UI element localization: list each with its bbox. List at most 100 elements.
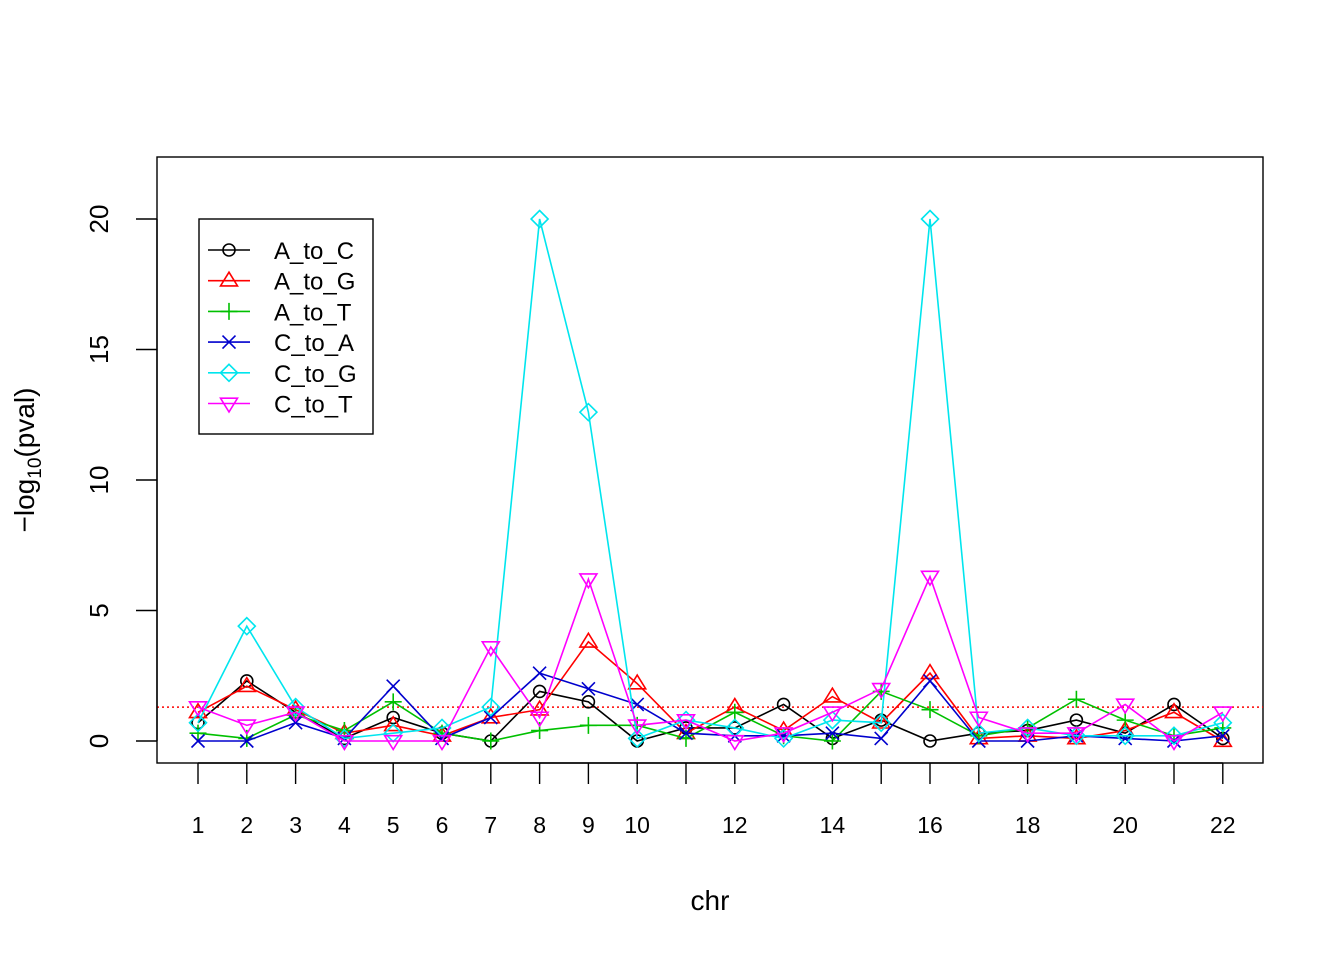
point-C_to_T <box>773 727 794 744</box>
x-tick-label: 8 <box>533 812 546 838</box>
legend-marker <box>219 397 239 414</box>
point-C_to_T <box>822 706 843 723</box>
point-C_to_A <box>288 715 303 730</box>
point-C_to_T <box>236 719 257 736</box>
point-C_to_A <box>874 731 889 746</box>
point-A_to_T <box>579 716 597 734</box>
point-C_to_G <box>1164 726 1184 746</box>
point-C_to_A <box>483 710 498 725</box>
point-C_to_T <box>432 734 452 752</box>
point-C_to_A <box>1118 731 1133 746</box>
x-tick-label: 3 <box>289 812 302 838</box>
point-C_to_G <box>529 209 550 229</box>
point-C_to_T <box>724 734 745 752</box>
legend-marker <box>220 302 238 320</box>
point-C_to_T <box>920 570 940 587</box>
legend-label: A_to_G <box>274 269 355 296</box>
point-A_to_C <box>1167 697 1181 712</box>
y-axis-label-sub: 10 <box>25 458 46 479</box>
series-layer <box>188 209 1233 752</box>
point-C_to_A <box>386 679 401 694</box>
series-line-C_to_G <box>197 218 1224 740</box>
y-tick-label: 10 <box>84 466 114 495</box>
series-C_to_T <box>188 570 1233 752</box>
legend-label: C_to_T <box>274 392 353 419</box>
x-tick-label: 7 <box>484 812 497 838</box>
point-A_to_T <box>384 693 402 711</box>
point-A_to_T <box>921 701 939 719</box>
point-C_to_G <box>237 616 257 636</box>
legend-item-A_to_G: A_to_G <box>208 269 355 296</box>
x-tick-label: 12 <box>722 812 748 838</box>
point-C_to_A <box>190 733 206 749</box>
point-A_to_G <box>529 699 550 716</box>
point-A_to_G <box>822 686 843 703</box>
x-tick-label: 9 <box>582 812 595 838</box>
point-C_to_G <box>578 402 599 422</box>
point-C_to_G <box>627 728 647 749</box>
x-tick-label: 20 <box>1112 812 1138 838</box>
series-line-C_to_A <box>198 672 1223 742</box>
x-tick-label: 4 <box>338 812 351 838</box>
point-A_to_G <box>627 673 648 690</box>
point-C_to_T <box>1115 698 1136 715</box>
point-A_to_G <box>920 663 940 680</box>
point-C_to_T <box>1212 706 1233 723</box>
legend-marker <box>219 270 239 287</box>
y-tick-label: 15 <box>84 335 114 364</box>
legend-marker <box>221 335 237 350</box>
point-C_to_G <box>188 713 208 733</box>
point-C_to_T <box>1066 727 1087 744</box>
point-A_to_C <box>532 684 547 699</box>
series-line-A_to_G <box>197 640 1224 742</box>
point-C_to_T <box>871 682 892 699</box>
point-C_to_G <box>1017 718 1038 738</box>
y-axis-label-prefix: −log <box>9 479 40 533</box>
point-A_to_C <box>727 721 742 735</box>
point-C_to_T <box>627 719 648 736</box>
x-tick-label: 2 <box>240 812 253 838</box>
legend-item-A_to_C: A_to_C <box>208 238 354 265</box>
point-C_to_T <box>334 734 355 752</box>
point-C_to_T <box>1164 734 1184 752</box>
point-C_to_A <box>581 681 596 696</box>
y-tick-label: 0 <box>84 734 114 748</box>
legend-label: A_to_C <box>274 238 354 265</box>
y-tick-label: 20 <box>84 205 114 234</box>
point-A_to_G <box>188 702 208 719</box>
point-C_to_A <box>239 733 254 749</box>
point-C_to_G <box>1115 726 1135 746</box>
point-C_to_G <box>481 697 501 717</box>
point-A_to_G <box>383 715 404 732</box>
x-tick-label: 14 <box>820 812 846 838</box>
series-line-A_to_C <box>197 679 1224 742</box>
y-axis-label: −log10(pval) <box>9 388 46 533</box>
point-C_to_T <box>676 714 696 731</box>
point-C_to_G <box>822 710 843 730</box>
point-C_to_T <box>1017 727 1038 744</box>
legend-item-C_to_G: C_to_G <box>208 361 357 388</box>
point-C_to_A <box>825 726 840 741</box>
x-axis-label: chr <box>691 885 730 916</box>
x-tick-label: 18 <box>1015 812 1041 838</box>
point-A_to_T <box>726 703 744 721</box>
point-C_to_T <box>383 734 404 752</box>
point-C_to_A <box>1215 728 1230 743</box>
point-A_to_G <box>236 676 257 693</box>
y-tick-label: 5 <box>84 603 114 617</box>
point-C_to_T <box>480 640 501 658</box>
point-A_to_C <box>776 697 791 712</box>
point-A_to_G <box>1164 702 1184 719</box>
point-A_to_C <box>1069 713 1084 727</box>
point-A_to_T <box>189 724 207 742</box>
point-C_to_G <box>871 713 891 733</box>
x-tick-label: 10 <box>624 812 650 838</box>
x-tick-label: 6 <box>436 812 449 838</box>
point-A_to_C <box>386 710 401 725</box>
point-A_to_G <box>480 707 501 724</box>
point-A_to_T <box>823 732 841 750</box>
series-line-C_to_T <box>197 574 1224 742</box>
x-tick-label: 1 <box>192 812 205 838</box>
point-C_to_G <box>920 209 940 229</box>
